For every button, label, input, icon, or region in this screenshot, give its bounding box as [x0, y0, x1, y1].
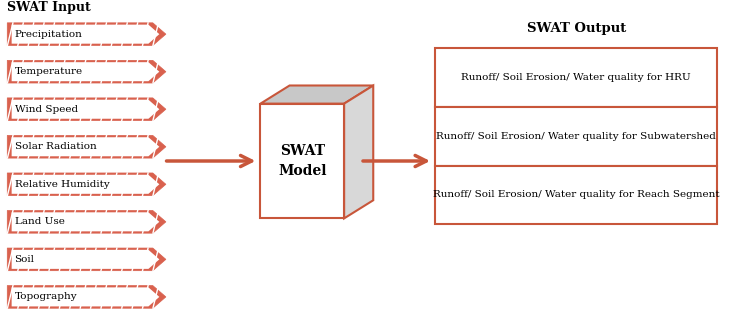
Bar	[260, 104, 344, 218]
Polygon shape	[8, 135, 166, 158]
Text: Runoff/ Soil Erosion/ Water quality for Subwatershed: Runoff/ Soil Erosion/ Water quality for …	[436, 132, 716, 141]
Text: Temperature: Temperature	[14, 67, 82, 76]
Text: Precipitation: Precipitation	[14, 30, 82, 39]
Polygon shape	[12, 250, 159, 269]
Polygon shape	[8, 285, 166, 308]
Bar	[435, 48, 718, 107]
Polygon shape	[8, 248, 166, 271]
Polygon shape	[8, 98, 166, 120]
Polygon shape	[12, 287, 159, 306]
Text: Land Use: Land Use	[14, 217, 64, 226]
Polygon shape	[12, 137, 159, 156]
Text: SWAT Input: SWAT Input	[8, 1, 91, 14]
Text: Runoff/ Soil Erosion/ Water quality for HRU: Runoff/ Soil Erosion/ Water quality for …	[461, 73, 691, 82]
Polygon shape	[8, 173, 166, 196]
Bar	[435, 166, 718, 224]
Text: Relative Humidity: Relative Humidity	[14, 180, 110, 189]
Polygon shape	[12, 25, 159, 44]
Polygon shape	[344, 85, 374, 218]
Text: Runoff/ Soil Erosion/ Water quality for Reach Segment: Runoff/ Soil Erosion/ Water quality for …	[433, 190, 719, 199]
Polygon shape	[12, 100, 159, 119]
Polygon shape	[8, 60, 166, 83]
Text: Soil: Soil	[14, 255, 34, 264]
Polygon shape	[8, 211, 166, 233]
Text: Wind Speed: Wind Speed	[14, 105, 78, 114]
Text: Topography: Topography	[14, 292, 77, 301]
Polygon shape	[12, 62, 159, 81]
Text: Solar Radiation: Solar Radiation	[14, 142, 96, 151]
Polygon shape	[12, 175, 159, 194]
Text: SWAT
Model: SWAT Model	[278, 144, 326, 178]
Polygon shape	[260, 85, 374, 104]
Bar	[435, 107, 718, 166]
Polygon shape	[8, 23, 166, 46]
Polygon shape	[12, 212, 159, 231]
Text: SWAT Output: SWAT Output	[526, 22, 626, 35]
